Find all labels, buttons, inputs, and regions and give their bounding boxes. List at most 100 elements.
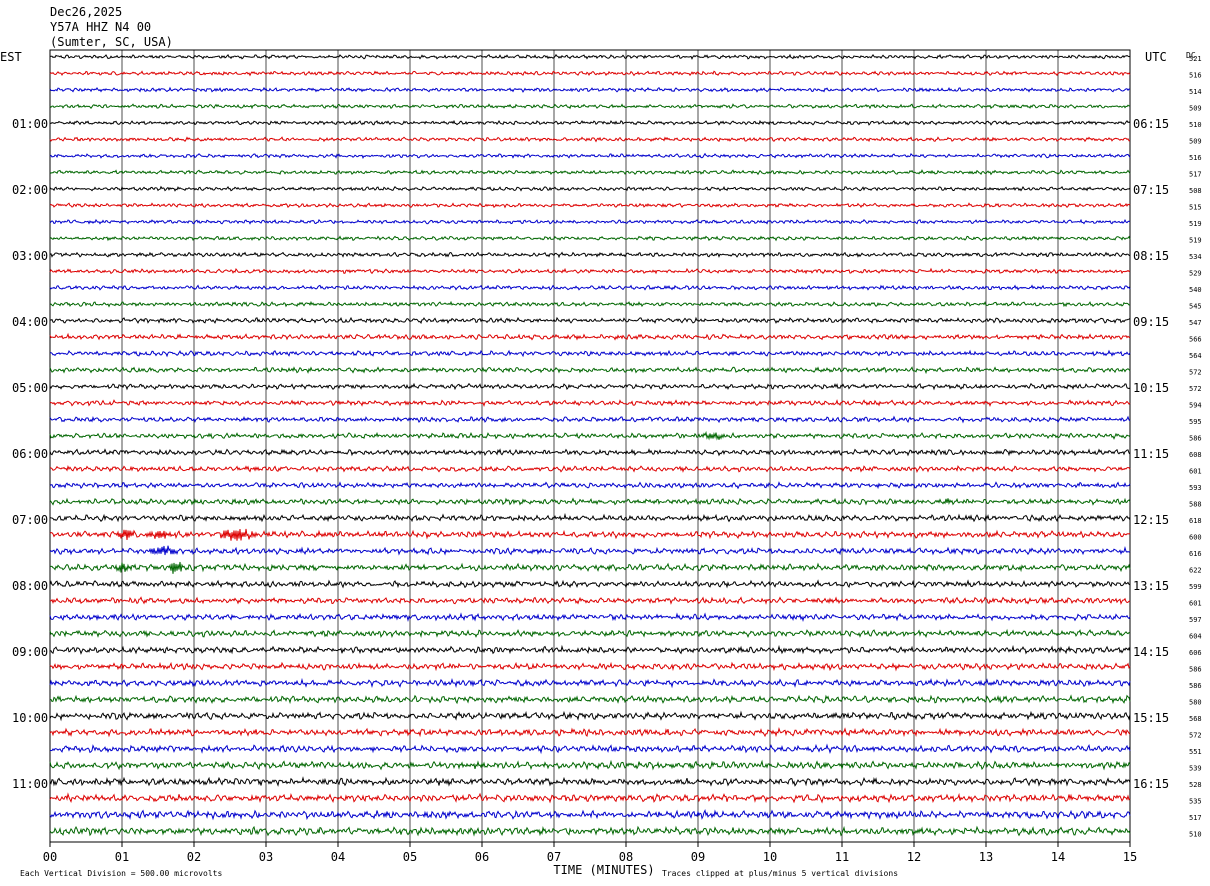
- dc-offset-labels: 521 516 514 509 510 509 516 517 508 515 519 519 534 5…: [1189, 55, 1202, 839]
- dc-offset-label: 516: [1189, 154, 1202, 162]
- trace-row-10: [49, 218, 1131, 225]
- right-hour-label: 07:15: [1133, 183, 1169, 197]
- trace-row-43: [49, 759, 1131, 771]
- left-hour-label: 05:00: [12, 381, 48, 395]
- dc-label: DC: [1186, 51, 1196, 60]
- dc-offset-label: 588: [1189, 501, 1202, 509]
- dc-offset-label: 517: [1189, 171, 1202, 179]
- dc-offset-label: 580: [1189, 699, 1202, 707]
- dc-offset-label: 509: [1189, 138, 1202, 146]
- right-zone-label: UTC: [1145, 50, 1167, 64]
- left-zone-label: EST: [0, 50, 22, 64]
- dc-offset-label: 566: [1189, 336, 1202, 344]
- dc-offset-label: 551: [1189, 748, 1202, 756]
- header-station: Y57A HHZ N4 00: [50, 20, 151, 34]
- header-location: (Sumter, SC, USA): [50, 35, 173, 49]
- header-date: Dec26,2025: [50, 5, 122, 19]
- x-tick-labels: 00 01 02 03 04 05 06 07 08 09 10 11 12 13 14 15: [43, 842, 1137, 864]
- dc-offset-label: 572: [1189, 732, 1202, 740]
- dc-offset-label: 510: [1189, 121, 1202, 129]
- dc-offset-label: 572: [1189, 369, 1202, 377]
- x-tick-label: 11: [835, 850, 849, 864]
- trace-row-23: [49, 430, 1131, 441]
- trace-row-0: [49, 53, 1131, 60]
- grid-lines: [121, 50, 1059, 842]
- right-hour-label: 06:15: [1133, 117, 1169, 131]
- right-hour-label: 09:15: [1133, 315, 1169, 329]
- right-hour-label: 08:15: [1133, 249, 1169, 263]
- left-hour-label: 04:00: [12, 315, 48, 329]
- trace-row-26: [49, 481, 1131, 490]
- trace-row-25: [49, 465, 1131, 474]
- dc-offset-label: 599: [1189, 583, 1202, 591]
- dc-offset-label: 586: [1189, 682, 1202, 690]
- trace-row-42: [49, 743, 1131, 755]
- dc-offset-label: 608: [1189, 451, 1202, 459]
- dc-offset-label: 516: [1189, 72, 1202, 80]
- x-tick-label: 03: [259, 850, 273, 864]
- x-tick-label: 10: [763, 850, 777, 864]
- dc-offset-label: 519: [1189, 220, 1202, 228]
- left-hour-label: 03:00: [12, 249, 48, 263]
- dc-offset-label: 517: [1189, 814, 1202, 822]
- dc-offset-label: 515: [1189, 204, 1202, 212]
- dc-offset-label: 601: [1189, 600, 1202, 608]
- trace-row-37: [49, 661, 1131, 672]
- trace-row-20: [49, 382, 1131, 391]
- dc-offset-label: 564: [1189, 352, 1202, 360]
- dc-offset-label: 594: [1189, 402, 1202, 410]
- dc-offset-label: 519: [1189, 237, 1202, 245]
- right-hour-label: 13:15: [1133, 579, 1169, 593]
- left-hour-labels: 01:00 02:00 03:00 04:00 05:00 06:00 07:00 08:00…: [12, 117, 48, 791]
- trace-row-9: [49, 202, 1131, 209]
- dc-offset-label: 514: [1189, 88, 1202, 96]
- trace-row-16: [49, 316, 1131, 325]
- right-hour-label: 16:15: [1133, 777, 1169, 791]
- trace-row-14: [49, 284, 1131, 291]
- left-hour-label: 06:00: [12, 447, 48, 461]
- dc-offset-label: 540: [1189, 286, 1202, 294]
- trace-row-12: [49, 251, 1131, 259]
- right-hour-label: 14:15: [1133, 645, 1169, 659]
- dc-offset-label: 618: [1189, 517, 1202, 525]
- trace-row-45: [49, 792, 1131, 804]
- trace-row-27: [49, 497, 1131, 506]
- dc-offset-label: 510: [1189, 831, 1202, 839]
- trace-row-35: [49, 628, 1131, 639]
- trace-layer: [49, 53, 1131, 837]
- dc-offset-label: 545: [1189, 303, 1202, 311]
- dc-offset-label: 534: [1189, 253, 1202, 261]
- trace-row-19: [49, 366, 1131, 375]
- trace-row-13: [49, 267, 1131, 275]
- trace-row-46: [49, 809, 1131, 821]
- left-hour-label: 09:00: [12, 645, 48, 659]
- x-tick-label: 01: [115, 850, 129, 864]
- x-tick-label: 12: [907, 850, 921, 864]
- left-hour-label: 07:00: [12, 513, 48, 527]
- left-hour-label: 01:00: [12, 117, 48, 131]
- dc-offset-label: 586: [1189, 435, 1202, 443]
- left-hour-label: 08:00: [12, 579, 48, 593]
- dc-offset-label: 586: [1189, 666, 1202, 674]
- trace-row-7: [49, 169, 1131, 176]
- trace-row-4: [49, 119, 1131, 126]
- dc-offset-label: 568: [1189, 715, 1202, 723]
- x-tick-label: 14: [1051, 850, 1065, 864]
- trace-row-6: [49, 152, 1131, 159]
- dc-offset-label: 528: [1189, 781, 1202, 789]
- x-tick-label: 04: [331, 850, 345, 864]
- dc-offset-label: 572: [1189, 385, 1202, 393]
- x-axis-label: TIME (MINUTES): [553, 863, 654, 877]
- trace-row-29: [49, 528, 1131, 541]
- clip-note: Traces clipped at plus/minus 5 vertical …: [662, 869, 898, 878]
- left-hour-label: 11:00: [12, 777, 48, 791]
- x-tick-label: 06: [475, 850, 489, 864]
- trace-row-30: [49, 545, 1131, 556]
- dc-offset-label: 606: [1189, 649, 1202, 657]
- trace-row-8: [49, 185, 1131, 192]
- trace-row-38: [49, 677, 1131, 689]
- trace-row-31: [49, 561, 1131, 574]
- left-hour-label: 10:00: [12, 711, 48, 725]
- trace-row-3: [49, 103, 1131, 110]
